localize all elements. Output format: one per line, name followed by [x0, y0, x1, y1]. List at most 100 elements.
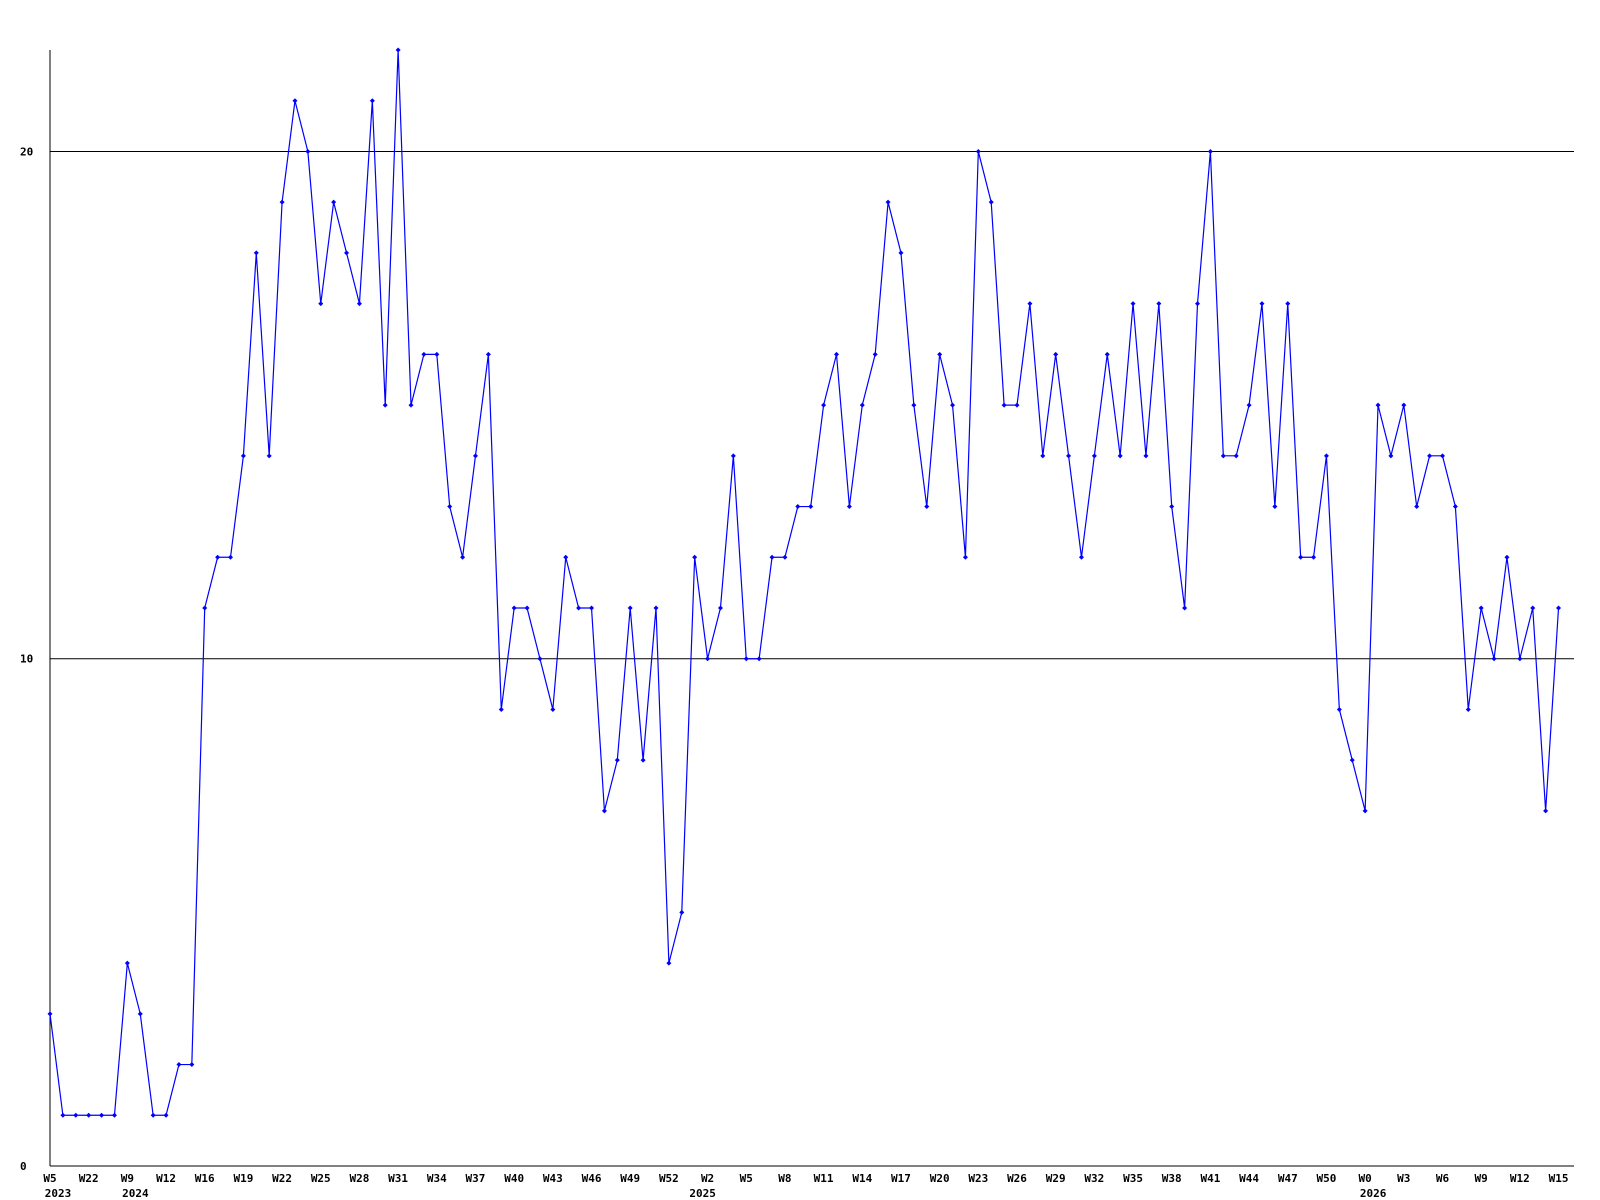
- x-tick-label: W23: [968, 1172, 988, 1185]
- data-point: [872, 351, 878, 357]
- data-point: [498, 706, 504, 712]
- x-tick-label: W43: [543, 1172, 563, 1185]
- data-line: [49, 49, 1560, 1116]
- data-point: [472, 453, 478, 459]
- x-tick-label: W12: [156, 1172, 176, 1185]
- data-point: [537, 656, 543, 662]
- data-point: [1478, 605, 1484, 611]
- data-point: [305, 148, 311, 154]
- x-tick-label: W12: [1510, 1172, 1530, 1185]
- data-point: [1298, 554, 1304, 560]
- data-point: [1349, 757, 1355, 763]
- data-point: [833, 351, 839, 357]
- data-point: [885, 199, 891, 205]
- x-year-label: 2023: [45, 1187, 72, 1200]
- x-tick-label: W16: [195, 1172, 215, 1185]
- data-point: [434, 351, 440, 357]
- x-tick-label: W2: [701, 1172, 714, 1185]
- x-tick-label: W50: [1317, 1172, 1337, 1185]
- x-tick-label: W41: [1200, 1172, 1220, 1185]
- data-point: [1272, 504, 1278, 510]
- x-tick-label: W35: [1123, 1172, 1143, 1185]
- data-point: [189, 1062, 195, 1068]
- data-point: [99, 1112, 105, 1118]
- data-point: [1001, 402, 1007, 408]
- data-point: [215, 554, 221, 560]
- data-point: [1311, 554, 1317, 560]
- data-point: [730, 453, 736, 459]
- x-tick-label: W44: [1239, 1172, 1259, 1185]
- data-point: [846, 504, 852, 510]
- data-point: [679, 909, 685, 915]
- x-tick-label: W22: [272, 1172, 292, 1185]
- data-point: [808, 504, 814, 510]
- data-point: [1040, 453, 1046, 459]
- x-tick-label: W34: [427, 1172, 447, 1185]
- data-point: [1530, 605, 1536, 611]
- data-point: [228, 554, 234, 560]
- data-point: [292, 98, 298, 104]
- data-point: [60, 1112, 66, 1118]
- data-point: [653, 605, 659, 611]
- data-point: [524, 605, 530, 611]
- x-tick-label: W9: [1475, 1172, 1488, 1185]
- data-point: [1375, 402, 1381, 408]
- x-tick-label: W31: [388, 1172, 408, 1185]
- data-point: [962, 554, 968, 560]
- data-point: [124, 960, 130, 966]
- x-tick-label: W37: [466, 1172, 486, 1185]
- data-point: [137, 1011, 143, 1017]
- data-point: [640, 757, 646, 763]
- data-point: [782, 554, 788, 560]
- data-point: [1336, 706, 1342, 712]
- data-point: [911, 402, 917, 408]
- data-point: [1504, 554, 1510, 560]
- x-tick-label: W28: [350, 1172, 370, 1185]
- data-point: [1117, 453, 1123, 459]
- data-point: [1556, 605, 1562, 611]
- data-point: [1427, 453, 1433, 459]
- data-point: [408, 402, 414, 408]
- data-point: [717, 605, 723, 611]
- x-tick-label: W17: [891, 1172, 911, 1185]
- data-point: [692, 554, 698, 560]
- data-point: [1169, 504, 1175, 510]
- data-point: [1491, 656, 1497, 662]
- data-point: [253, 250, 259, 256]
- x-year-label: 2025: [689, 1187, 716, 1200]
- x-tick-label: W9: [121, 1172, 134, 1185]
- data-point: [769, 554, 775, 560]
- x-tick-label: W0: [1359, 1172, 1372, 1185]
- x-tick-label: W3: [1397, 1172, 1410, 1185]
- data-point: [1233, 453, 1239, 459]
- data-point: [950, 402, 956, 408]
- data-point: [1439, 453, 1445, 459]
- data-point: [1465, 706, 1471, 712]
- data-point: [1156, 301, 1162, 307]
- data-point: [1143, 453, 1149, 459]
- data-point: [1388, 453, 1394, 459]
- data-point: [460, 554, 466, 560]
- data-point: [447, 504, 453, 510]
- data-point: [369, 98, 375, 104]
- x-tick-label: W6: [1436, 1172, 1450, 1185]
- data-point: [1104, 351, 1110, 357]
- data-point: [163, 1112, 169, 1118]
- x-tick-label: W46: [582, 1172, 602, 1185]
- x-tick-label: W5: [740, 1172, 753, 1185]
- data-point: [266, 453, 272, 459]
- data-point: [601, 808, 607, 814]
- data-point: [47, 1011, 53, 1017]
- x-tick-label: W22: [79, 1172, 99, 1185]
- data-point: [318, 301, 324, 307]
- data-point: [627, 605, 633, 611]
- data-point: [576, 605, 582, 611]
- data-point: [395, 47, 401, 53]
- data-point: [898, 250, 904, 256]
- data-point: [614, 757, 620, 763]
- data-point: [111, 1112, 117, 1118]
- data-point: [1207, 148, 1213, 154]
- x-year-label: 2026: [1360, 1187, 1387, 1200]
